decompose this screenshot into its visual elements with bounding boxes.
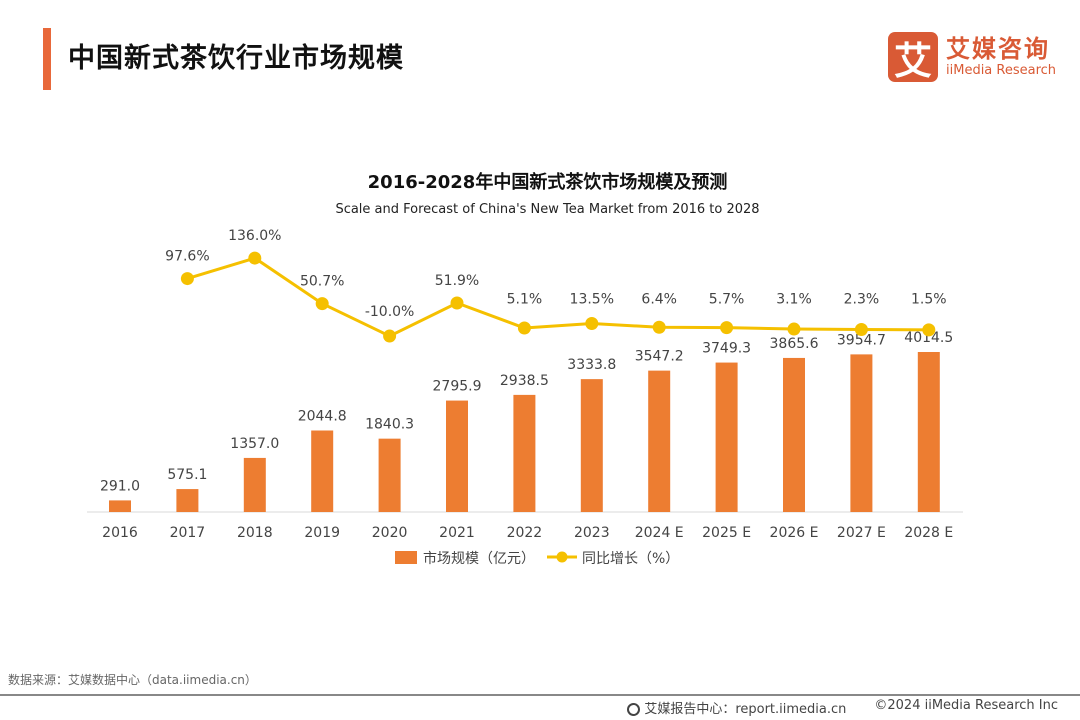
bar [648, 370, 671, 512]
growth-point [854, 322, 868, 336]
x-tick-label: 2019 [304, 525, 340, 541]
bar-label: 3547.2 [635, 349, 684, 365]
bar [917, 352, 940, 512]
growth-label: 6.4% [641, 292, 677, 308]
growth-point [517, 321, 531, 335]
growth-point [652, 320, 666, 334]
growth-label: 97.6% [165, 249, 209, 265]
bar-label: 1840.3 [365, 417, 414, 433]
data-source: 数据来源：艾媒数据中心（data.iimedia.cn） [8, 673, 257, 687]
logo-mark: 艾 [888, 32, 938, 83]
legend-line-marker [556, 551, 568, 563]
chart-title: 2016-2028年中国新式茶饮市场规模及预测 [367, 172, 728, 193]
growth-label: 51.9% [435, 273, 479, 289]
logo-en: iiMedia Research [946, 63, 1057, 78]
title-accent-bar [43, 28, 51, 90]
growth-label: 136.0% [228, 228, 281, 244]
growth-point [585, 316, 599, 330]
growth-label: 3.1% [776, 292, 812, 308]
legend-bar-label: 市场规模（亿元） [423, 550, 535, 567]
bar-label: 4014.5 [904, 330, 953, 346]
growth-label: 50.7% [300, 274, 344, 290]
x-tick-label: 2017 [170, 525, 206, 541]
chart-subtitle: Scale and Forecast of China's New Tea Ma… [335, 202, 760, 217]
report-link[interactable]: 艾媒报告中心：report.iimedia.cn [644, 702, 847, 717]
growth-point [787, 322, 801, 336]
bar [783, 357, 805, 512]
legend-line-label: 同比增长（%） [582, 551, 679, 567]
growth-point [450, 296, 464, 310]
logo: 艾 艾媒咨询 iiMedia Research [888, 32, 1057, 83]
growth-label: 2.3% [844, 292, 880, 308]
growth-label: 1.5% [911, 292, 947, 308]
bar [378, 438, 401, 512]
x-tick-label: 2022 [507, 525, 543, 541]
legend-bar-swatch [395, 551, 417, 564]
bar [446, 400, 468, 512]
x-tick-label: 2025 E [702, 525, 751, 541]
bar [715, 362, 738, 512]
globe-icon [627, 703, 641, 716]
bar-label: 3749.3 [702, 341, 751, 357]
bar [109, 500, 131, 512]
footer-divider [0, 694, 1080, 696]
bar-label: 3865.6 [770, 336, 819, 352]
growth-line [186, 256, 929, 338]
growth-label: 5.7% [709, 292, 745, 308]
bar-label: 2044.8 [298, 409, 347, 425]
growth-point [720, 321, 734, 335]
x-tick-label: 2018 [237, 525, 273, 541]
bar-label: 2938.5 [500, 373, 549, 389]
growth-point [248, 251, 262, 265]
growth-label: 13.5% [570, 292, 614, 308]
bar-label: 3954.7 [837, 332, 886, 348]
bar [176, 489, 199, 512]
growth-point [383, 329, 397, 343]
x-tick-label: 2020 [372, 525, 408, 541]
x-tick-label: 2028 E [904, 525, 953, 541]
x-tick-label: 2023 [574, 525, 610, 541]
x-tick-label: 2021 [439, 525, 475, 541]
bar-label: 1357.0 [230, 436, 279, 452]
growth-label: -10.0% [365, 304, 415, 320]
growth-point [180, 272, 194, 286]
x-tick-label: 2024 E [635, 525, 684, 541]
logo-cn: 艾媒咨询 [946, 35, 1050, 63]
bar-label: 575.1 [167, 467, 207, 483]
x-tick-label: 2016 [102, 525, 138, 541]
growth-point [315, 297, 329, 311]
bar [580, 379, 603, 512]
bar-label: 291.0 [100, 478, 140, 494]
bar [850, 354, 873, 512]
page-title: 中国新式茶饮行业市场规模 [68, 43, 404, 74]
growth-point [922, 323, 936, 337]
x-tick-label: 2026 E [770, 525, 819, 541]
x-tick-label: 2027 E [837, 525, 886, 541]
copyright: ©2024 iiMedia Research Inc [874, 698, 1058, 713]
bar [243, 457, 266, 512]
bar-label: 3333.8 [567, 357, 616, 373]
bar [311, 430, 334, 512]
bar [513, 394, 536, 512]
bar-label: 2795.9 [433, 379, 482, 395]
growth-label: 5.1% [507, 292, 543, 308]
footer: 艾媒报告中心：report.iimedia.cn ©2024 iiMedia R… [627, 698, 1058, 717]
